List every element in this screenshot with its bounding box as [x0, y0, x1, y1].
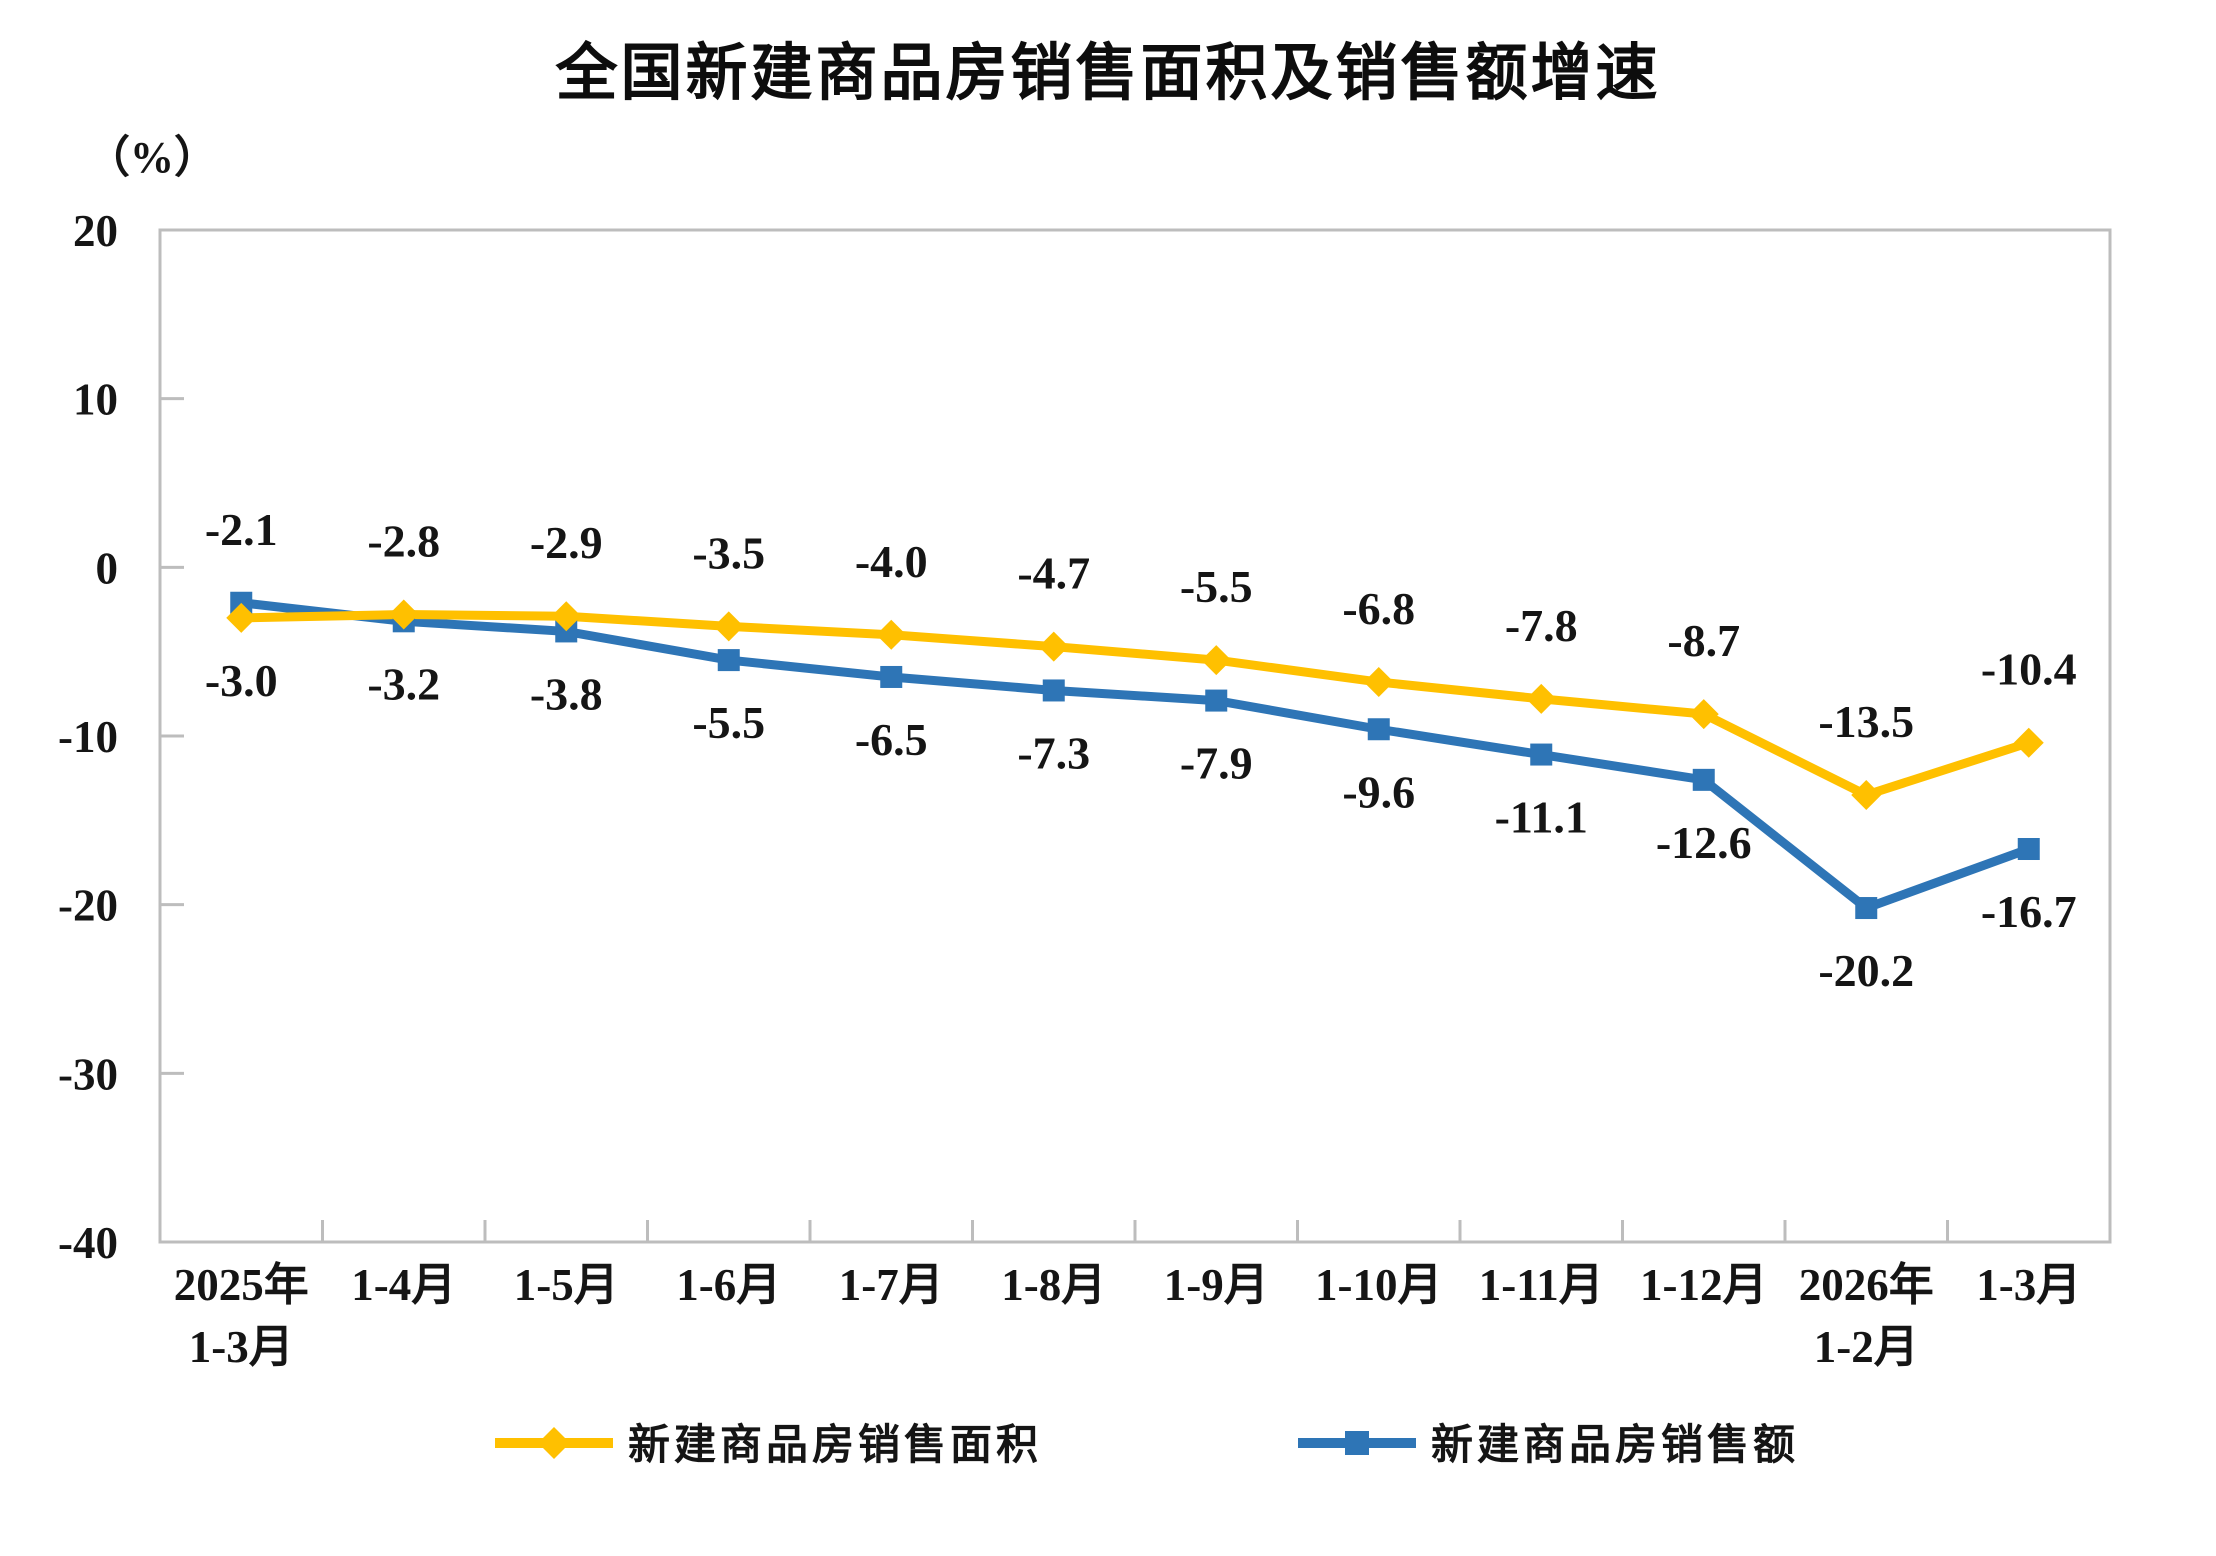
data-label-below: -6.5	[855, 714, 928, 765]
data-label-below: -3.8	[530, 668, 603, 719]
series-area-marker	[551, 601, 582, 632]
series-area-marker	[1038, 631, 1069, 662]
x-axis-tick-label: 1-12月	[1640, 1260, 1768, 1310]
data-label-above: -4.0	[855, 536, 928, 587]
x-axis-tick-label: 1-3月	[1976, 1260, 2081, 1310]
x-axis-tick-label: 1-11月	[1479, 1260, 1604, 1310]
y-axis-unit-label: （%）	[86, 133, 218, 182]
series-amount-marker	[2017, 838, 2040, 861]
series-amount-marker	[1367, 718, 1390, 741]
data-label-above: -4.7	[1017, 548, 1090, 599]
data-label-above: -6.8	[1342, 583, 1415, 634]
data-label-below: -7.9	[1180, 738, 1253, 789]
data-label-below: -7.3	[1017, 727, 1090, 778]
series-area-marker	[1526, 683, 1557, 714]
series-area-marker	[1688, 699, 1719, 730]
series-area-marker	[1851, 780, 1882, 811]
legend-area-label: 新建商品房销售面积	[628, 1422, 1042, 1469]
data-label-above: -2.8	[367, 516, 440, 567]
data-label-above: -8.7	[1667, 615, 1740, 666]
data-label-below: -11.1	[1495, 792, 1588, 843]
series-area-marker	[1201, 645, 1232, 676]
series-area-marker	[876, 619, 907, 650]
series-area-marker	[713, 611, 744, 642]
y-axis-tick-label: -10	[58, 712, 118, 762]
x-axis-tick-label: 1-6月	[676, 1260, 781, 1310]
series-amount-marker	[230, 591, 253, 614]
data-label-above: -10.4	[1981, 644, 2077, 695]
series-amount-marker	[717, 649, 740, 672]
y-axis-tick-label: 10	[73, 375, 118, 425]
x-axis-tick-label: 2025年 1-3月	[174, 1260, 309, 1372]
data-label-below: -12.6	[1656, 817, 1752, 868]
y-axis-tick-label: -40	[58, 1218, 118, 1268]
x-axis-tick-label: 1-9月	[1164, 1260, 1269, 1310]
data-label-above: -7.8	[1505, 600, 1578, 651]
series-amount-marker	[1042, 679, 1065, 702]
data-label-below: -9.6	[1342, 766, 1415, 817]
legend-amount-entry: 新建商品房销售额	[1298, 1422, 1799, 1469]
y-axis-tick-label: -20	[58, 881, 118, 931]
y-axis-tick-label: 0	[96, 543, 119, 593]
y-axis-tick-label: -30	[58, 1049, 118, 1099]
data-label-below: -20.2	[1818, 945, 1914, 996]
legend-area-entry: 新建商品房销售面积	[495, 1422, 1042, 1469]
series-area-marker	[1363, 667, 1394, 698]
data-label-below: -3.0	[205, 655, 278, 706]
series-area-marker	[226, 602, 257, 633]
x-axis-tick-label: 2026年 1-2月	[1799, 1260, 1934, 1372]
y-axis-tick-label: 20	[73, 206, 118, 256]
x-axis-tick-label: 1-7月	[839, 1260, 944, 1310]
series-amount-marker	[1855, 897, 1878, 920]
x-axis-tick-label: 1-4月	[351, 1260, 456, 1310]
series-amount-marker	[880, 665, 903, 688]
series-amount-marker	[1692, 768, 1715, 791]
series-amount-line	[240, 598, 2031, 914]
series-amount-marker	[555, 620, 578, 643]
series-area-marker	[2013, 727, 2044, 758]
legend-diamond-marker-icon	[538, 1427, 570, 1459]
x-axis-tick-label: 1-10月	[1315, 1260, 1443, 1310]
series-amount-marker	[1530, 743, 1553, 766]
series-area-marker	[388, 599, 419, 630]
data-label-below: -5.5	[692, 697, 765, 748]
legend-amount-label: 新建商品房销售额	[1431, 1422, 1799, 1469]
chart-title: 全国新建商品房销售面积及销售额增速	[555, 40, 1661, 108]
data-label-below: -16.7	[1981, 886, 2077, 937]
legend-square-marker-icon	[1345, 1431, 1369, 1455]
data-label-below: -3.2	[367, 658, 440, 709]
data-label-above: -13.5	[1818, 696, 1914, 747]
data-label-above: -2.1	[205, 504, 278, 555]
data-label-above: -5.5	[1180, 561, 1253, 612]
x-axis-tick-label: 1-8月	[1001, 1260, 1106, 1310]
series-amount-marker	[1205, 689, 1228, 712]
data-label-above: -3.5	[692, 527, 765, 578]
data-label-above: -2.9	[530, 517, 603, 568]
series-area-line	[241, 610, 2031, 800]
x-axis-tick-label: 1-5月	[514, 1260, 619, 1310]
